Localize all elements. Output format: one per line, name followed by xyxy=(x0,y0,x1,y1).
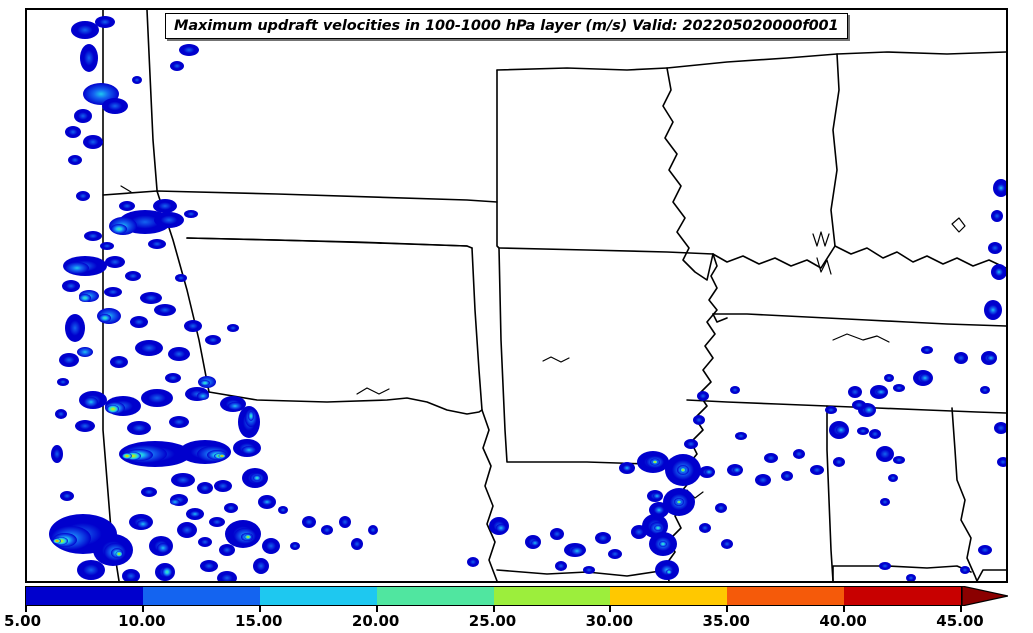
colorbar-overflow-arrow xyxy=(962,586,1008,606)
colorbar-tick xyxy=(960,605,962,612)
colorbar: 5.00 10.00 15.00 20.00 25.00 30.00 35.00 40.00 4… xyxy=(0,584,1033,633)
updraft-field xyxy=(49,16,1006,581)
colorbar-band-20-25 xyxy=(376,587,494,605)
colorbar-tick xyxy=(843,605,846,612)
colorbar-tick-label: 30.00 xyxy=(585,612,634,630)
colorbar-band-25-30 xyxy=(493,587,611,605)
colorbar-band-30-35 xyxy=(610,587,728,605)
colorbar-tick xyxy=(141,605,144,612)
colorbar-tick-label: 5.00 xyxy=(4,612,42,630)
colorbar-tick-label: 45.00 xyxy=(936,612,984,630)
colorbar-tick xyxy=(258,605,261,612)
colorbar-tick xyxy=(25,605,27,612)
colorbar-tick-label: 15.00 xyxy=(235,612,283,630)
colorbar-tick xyxy=(375,605,378,612)
colorbar-tick-labels: 5.00 10.00 15.00 20.00 25.00 30.00 35.00 40.00 4… xyxy=(0,612,1033,632)
map-canvas xyxy=(27,10,1006,581)
colorbar-tick xyxy=(492,605,495,612)
colorbar-tick-label: 25.00 xyxy=(468,612,517,630)
map-background xyxy=(27,10,1006,581)
colorbar-bands xyxy=(25,586,962,606)
colorbar-band-15-20 xyxy=(259,587,377,605)
colorbar-tick-label: 20.00 xyxy=(351,612,400,630)
colorbar-tick-label: 10.00 xyxy=(118,612,166,630)
colorbar-band-40-45 xyxy=(844,587,961,605)
map-panel xyxy=(25,8,1008,583)
colorbar-tick-label: 35.00 xyxy=(702,612,750,630)
colorbar-band-10-15 xyxy=(142,587,260,605)
colorbar-band-5-10 xyxy=(26,587,143,605)
chart-title-box: Maximum updraft velocities in 100-1000 h… xyxy=(165,13,848,39)
colorbar-band-35-40 xyxy=(727,587,845,605)
colorbar-tick-label: 40.00 xyxy=(819,612,867,630)
chart-title-text: Maximum updraft velocities in 100-1000 h… xyxy=(174,18,839,34)
colorbar-tick xyxy=(726,605,729,612)
colorbar-tick xyxy=(609,605,612,612)
